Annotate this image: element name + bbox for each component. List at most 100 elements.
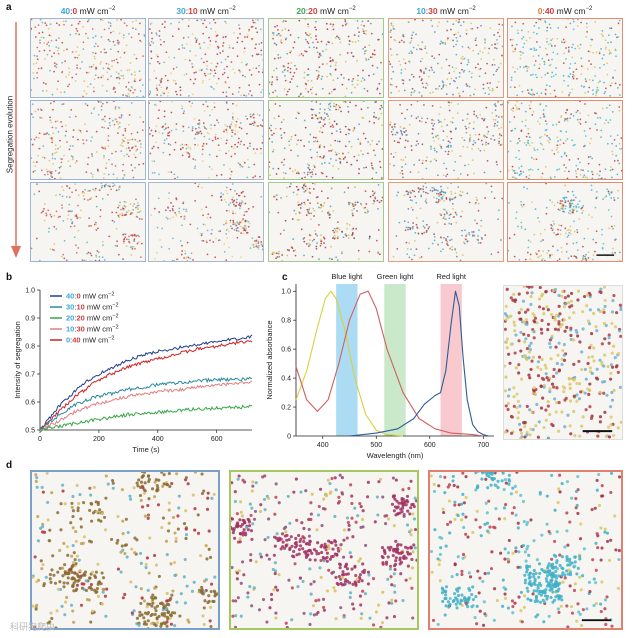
particle bbox=[391, 65, 394, 68]
particle bbox=[182, 575, 186, 579]
particle bbox=[535, 321, 539, 325]
particle bbox=[579, 112, 581, 115]
particle bbox=[520, 29, 523, 32]
particle bbox=[580, 57, 583, 60]
particle bbox=[331, 237, 334, 239]
particle bbox=[79, 67, 82, 70]
particle bbox=[484, 39, 486, 42]
particle bbox=[254, 19, 257, 21]
particle bbox=[310, 101, 313, 103]
particle bbox=[526, 251, 529, 254]
particle bbox=[467, 59, 470, 61]
particle bbox=[549, 42, 552, 45]
particle bbox=[578, 434, 582, 438]
particle bbox=[52, 163, 54, 165]
particle bbox=[458, 95, 461, 97]
particle bbox=[461, 254, 464, 257]
particle bbox=[64, 124, 67, 127]
legend-ratio-first: 40 bbox=[66, 292, 74, 301]
particle bbox=[548, 387, 552, 391]
particle bbox=[246, 62, 249, 65]
particle bbox=[344, 19, 347, 21]
particle bbox=[555, 386, 559, 390]
particle bbox=[127, 238, 130, 241]
particle bbox=[171, 35, 174, 38]
particle bbox=[541, 172, 544, 175]
particle bbox=[538, 67, 541, 70]
particle bbox=[337, 221, 339, 223]
particle bbox=[126, 95, 129, 97]
ratio-first: 10 bbox=[416, 6, 426, 16]
particle bbox=[90, 112, 93, 115]
particle bbox=[521, 37, 523, 40]
absorbance-curve-yellow bbox=[295, 290, 404, 437]
particle bbox=[154, 257, 157, 260]
particle bbox=[95, 151, 98, 153]
particle bbox=[118, 41, 120, 44]
particle bbox=[582, 245, 584, 248]
particle bbox=[270, 129, 273, 132]
particle bbox=[498, 137, 501, 140]
particle bbox=[567, 234, 570, 237]
particle bbox=[613, 325, 617, 329]
particle bbox=[33, 625, 37, 628]
particle bbox=[559, 233, 562, 236]
particle bbox=[293, 209, 296, 212]
particle bbox=[441, 195, 444, 198]
particle bbox=[304, 82, 307, 85]
particle bbox=[62, 20, 65, 23]
particle bbox=[238, 194, 240, 197]
particle bbox=[302, 187, 305, 190]
particle bbox=[538, 63, 541, 66]
particle bbox=[548, 136, 550, 139]
particle bbox=[113, 123, 116, 126]
particle bbox=[361, 28, 364, 31]
particle bbox=[121, 596, 125, 600]
particle bbox=[60, 165, 62, 168]
particle bbox=[251, 37, 253, 40]
particle bbox=[114, 106, 117, 108]
particle bbox=[526, 333, 531, 338]
particle bbox=[334, 234, 336, 237]
particle bbox=[565, 111, 567, 114]
particle bbox=[491, 89, 494, 91]
particle bbox=[421, 143, 424, 146]
particle bbox=[225, 82, 227, 84]
particle bbox=[203, 41, 206, 44]
particle bbox=[440, 40, 442, 43]
particle bbox=[493, 125, 496, 127]
particle bbox=[222, 42, 225, 44]
particle bbox=[512, 66, 514, 69]
particle bbox=[68, 203, 71, 206]
particle bbox=[313, 209, 316, 212]
x-tick-label: 0 bbox=[38, 436, 42, 443]
particle bbox=[587, 257, 590, 259]
particle bbox=[227, 108, 229, 111]
particle bbox=[68, 187, 71, 189]
particle bbox=[144, 622, 149, 626]
particle bbox=[124, 233, 127, 236]
particle bbox=[64, 600, 68, 604]
particle bbox=[620, 137, 622, 140]
particle bbox=[380, 104, 383, 107]
particle bbox=[234, 129, 237, 132]
particle bbox=[307, 245, 310, 247]
particle bbox=[71, 563, 75, 567]
particle bbox=[167, 91, 170, 94]
particle bbox=[72, 620, 76, 624]
particle bbox=[42, 89, 44, 92]
particle bbox=[272, 150, 274, 153]
particle bbox=[431, 242, 434, 245]
particle bbox=[329, 102, 332, 105]
particle bbox=[40, 36, 43, 39]
particle bbox=[166, 79, 169, 82]
particle bbox=[352, 55, 355, 58]
particle bbox=[275, 67, 278, 70]
particle bbox=[544, 372, 548, 376]
particle bbox=[69, 165, 72, 168]
particle bbox=[485, 136, 488, 139]
particle bbox=[48, 159, 51, 162]
particle bbox=[515, 43, 518, 46]
particle bbox=[469, 122, 471, 125]
particle bbox=[403, 220, 406, 222]
